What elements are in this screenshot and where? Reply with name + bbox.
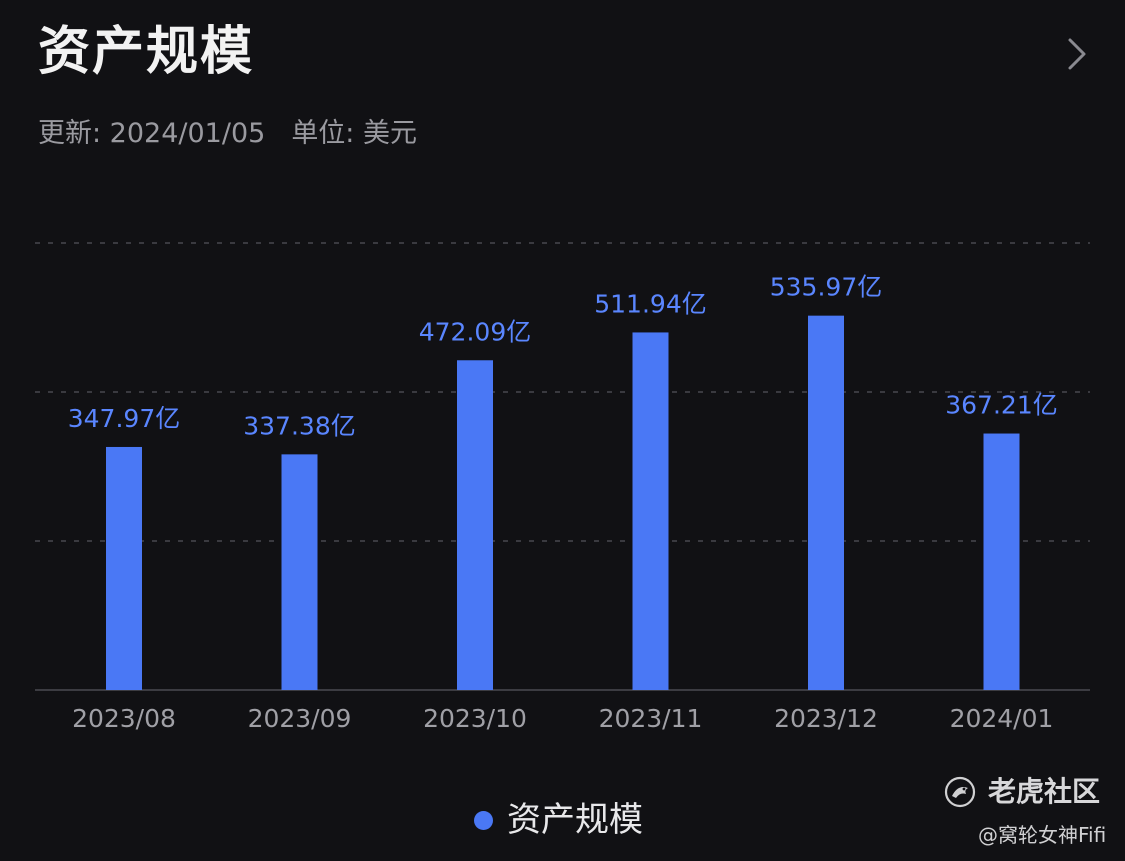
bar-2023/11[interactable] <box>632 332 669 690</box>
watermark: 老虎社区 <box>944 772 1100 812</box>
bar-value-label: 535.97亿 <box>770 273 882 302</box>
bar-2023/10[interactable] <box>457 360 493 690</box>
legend[interactable]: 资产规模 <box>474 796 643 844</box>
legend-marker <box>474 810 493 830</box>
x-tick-label: 2023/12 <box>774 704 878 733</box>
bar-2023/09[interactable] <box>281 454 318 690</box>
unit-label: 单位: 美元 <box>291 118 417 149</box>
x-tick-label: 2023/08 <box>72 704 176 733</box>
page-title: 资产规模 <box>38 22 255 82</box>
chevron-right-icon[interactable] <box>1062 34 1092 74</box>
update-date: 更新: 2024/01/05 <box>38 118 266 149</box>
bar-value-label: 511.94亿 <box>594 289 706 318</box>
subtitle: 更新: 2024/01/05 单位: 美元 <box>38 114 417 154</box>
bar-value-label: 472.09亿 <box>419 317 531 346</box>
watermark-name: 老虎社区 <box>988 775 1101 808</box>
x-tick-label: 2023/10 <box>423 704 527 733</box>
bar-value-label: 367.21亿 <box>945 391 1057 420</box>
bar-chart: 347.97亿 2023/08 337.38亿 2023/09 472.09亿 2023/… <box>35 242 1090 733</box>
bar-2023/12[interactable] <box>808 315 844 690</box>
tiger-community-logo-icon <box>944 776 976 808</box>
bar-value-label: 347.97亿 <box>68 404 180 433</box>
legend-label: 资产规模 <box>507 800 643 840</box>
x-tick-label: 2023/09 <box>248 704 352 733</box>
watermark-user: @窝轮女神Fifi <box>978 823 1107 847</box>
bar-value-label: 337.38亿 <box>243 411 355 440</box>
x-tick-label: 2024/01 <box>950 704 1054 733</box>
bar-2024/01[interactable] <box>983 433 1020 690</box>
x-tick-label: 2023/11 <box>599 704 703 733</box>
bar-2023/08[interactable] <box>106 446 142 690</box>
